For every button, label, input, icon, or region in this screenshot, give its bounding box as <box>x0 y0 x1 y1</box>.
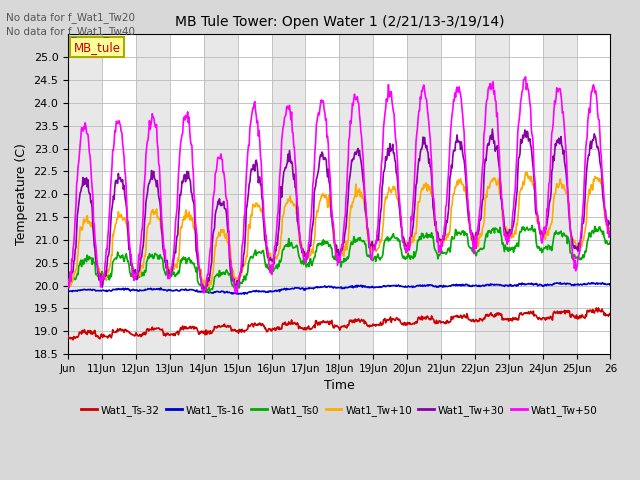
Text: MB_tule: MB_tule <box>74 41 120 54</box>
Legend: Wat1_Ts-32, Wat1_Ts-16, Wat1_Ts0, Wat1_Tw+10, Wat1_Tw+30, Wat1_Tw+50: Wat1_Ts-32, Wat1_Ts-16, Wat1_Ts0, Wat1_T… <box>77 401 602 420</box>
Bar <box>339 35 373 354</box>
Title: MB Tule Tower: Open Water 1 (2/21/13-3/19/14): MB Tule Tower: Open Water 1 (2/21/13-3/1… <box>175 15 504 29</box>
Bar <box>271 35 305 354</box>
Bar <box>68 35 102 354</box>
Bar <box>407 35 441 354</box>
Bar <box>136 35 170 354</box>
Text: No data for f_Wat1_Tw20: No data for f_Wat1_Tw20 <box>6 12 136 23</box>
Bar <box>204 35 237 354</box>
Bar <box>543 35 577 354</box>
Bar <box>475 35 509 354</box>
X-axis label: Time: Time <box>324 379 355 392</box>
Text: No data for f_Wat1_Tw40: No data for f_Wat1_Tw40 <box>6 26 136 37</box>
Y-axis label: Temperature (C): Temperature (C) <box>15 144 28 245</box>
